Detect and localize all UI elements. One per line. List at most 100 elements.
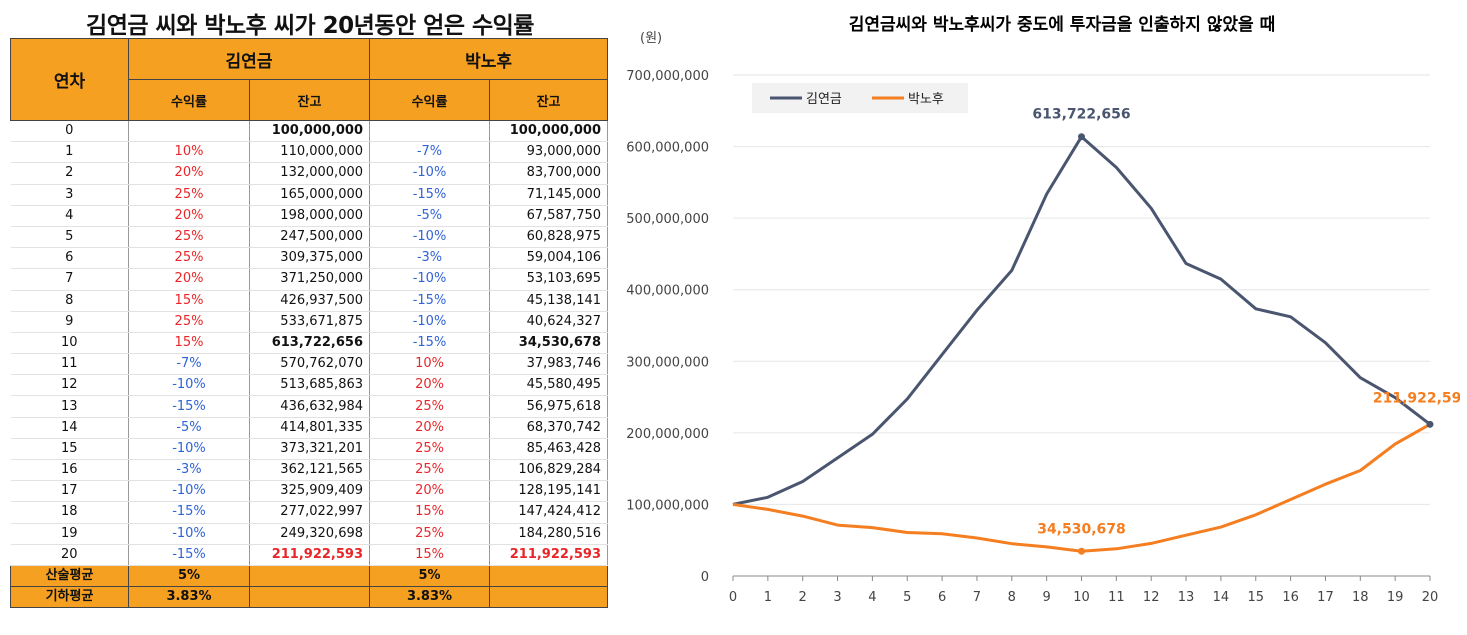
b-rate-cell: 20% xyxy=(369,480,491,503)
b-rate-cell: 25% xyxy=(369,438,491,461)
chart-title: 김연금씨와 박노후씨가 중도에 투자금을 인출하지 않았을 때 xyxy=(849,14,1276,35)
a-balance-cell: 198,000,000 xyxy=(249,205,371,227)
b-rate-cell xyxy=(369,120,491,143)
geo-mean-a-empty xyxy=(248,585,371,608)
b-rate-cell: -10% xyxy=(369,162,491,185)
a-balance-cell: 309,375,000 xyxy=(249,247,371,270)
a-balance-cell: 110,000,000 xyxy=(249,141,371,164)
x-tick-label: 15 xyxy=(1247,590,1264,605)
b-balance-cell: 60,828,975 xyxy=(489,226,609,249)
b-balance-cell: 45,580,495 xyxy=(489,374,609,397)
a-balance-cell: 247,500,000 xyxy=(249,226,371,249)
x-tick-label: 13 xyxy=(1178,590,1195,605)
b-balance-header: 잔고 xyxy=(489,79,609,121)
a-balance-cell: 132,000,000 xyxy=(249,162,371,185)
a-rate-cell: -10% xyxy=(128,480,250,503)
x-tick-label: 9 xyxy=(1043,590,1051,605)
b-balance-cell: 45,138,141 xyxy=(489,290,609,312)
geo-mean-b: 3.83% xyxy=(369,585,491,608)
a-balance-cell: 165,000,000 xyxy=(249,184,371,206)
a-rate-cell: 20% xyxy=(128,205,250,227)
arith-mean-row: 산술평균 5% 5% xyxy=(10,564,609,587)
b-rate-header: 수익률 xyxy=(369,79,491,121)
table-row: 10 15% 613,722,656 -15% 34,530,678 xyxy=(10,332,609,355)
arith-mean-b: 5% xyxy=(369,564,491,587)
b-balance-cell: 106,829,284 xyxy=(489,459,609,482)
data-label: 613,722,656 xyxy=(1032,107,1130,123)
a-balance-cell: 426,937,500 xyxy=(249,290,371,312)
b-balance-cell: 37,983,746 xyxy=(489,353,609,376)
y-tick-label: 100,000,000 xyxy=(626,498,709,513)
b-balance-cell: 53,103,695 xyxy=(489,268,609,291)
year-cell: 4 xyxy=(10,205,129,227)
table-row: 16 -3% 362,121,565 25% 106,829,284 xyxy=(10,459,609,482)
table-row: 12 -10% 513,685,863 20% 45,580,495 xyxy=(10,374,609,397)
a-rate-cell: -7% xyxy=(128,353,250,376)
y-tick-label: 600,000,000 xyxy=(626,141,709,156)
year-cell: 12 xyxy=(10,374,129,397)
b-balance-cell: 56,975,618 xyxy=(489,395,609,418)
year-cell: 13 xyxy=(10,395,129,418)
a-balance-cell: 513,685,863 xyxy=(249,374,371,397)
b-balance-cell: 34,530,678 xyxy=(489,332,609,355)
b-balance-cell: 147,424,412 xyxy=(489,501,609,524)
arith-mean-label: 산술평균 xyxy=(10,564,129,587)
b-rate-cell: 15% xyxy=(369,501,491,524)
a-rate-cell: 10% xyxy=(128,141,250,164)
a-rate-cell: -15% xyxy=(128,395,250,418)
b-rate-cell: 25% xyxy=(369,395,491,418)
y-tick-label: 500,000,000 xyxy=(626,212,709,227)
annotation-layer: 613,722,656 34,530,678 211,922,593 xyxy=(1032,107,1460,555)
table-row: 3 25% 165,000,000 -15% 71,145,000 xyxy=(10,184,609,206)
year-cell: 6 xyxy=(10,247,129,270)
b-rate-cell: 25% xyxy=(369,523,491,545)
table-row: 5 25% 247,500,000 -10% 60,828,975 xyxy=(10,226,609,249)
table-row: 20 -15% 211,922,593 15% 211,922,593 xyxy=(10,544,609,566)
year-cell: 19 xyxy=(10,523,129,545)
b-balance-cell: 184,280,516 xyxy=(489,523,609,545)
x-tick-label: 17 xyxy=(1317,590,1334,605)
year-cell: 1 xyxy=(10,141,129,164)
x-tick-label: 18 xyxy=(1352,590,1369,605)
b-balance-cell: 67,587,750 xyxy=(489,205,609,227)
x-tick-label: 14 xyxy=(1213,590,1230,605)
a-balance-header: 잔고 xyxy=(248,79,371,121)
legend-label-a: 김연금 xyxy=(806,92,842,107)
table-body: 0 100,000,000 100,000,000 1 10% 110,000,000 -7… xyxy=(10,120,609,566)
b-balance-cell: 93,000,000 xyxy=(489,141,609,164)
year-cell: 11 xyxy=(10,353,129,376)
annotation-marker xyxy=(1426,420,1434,428)
returns-table-container: 연차 김연금 박노후 수익률 잔고 수익률 잔고 0 100,000,000 100… xyxy=(10,38,609,608)
person-b-header: 박노후 xyxy=(369,38,609,80)
series-line-a xyxy=(732,135,1431,506)
table-title: 김연금 씨와 박노후 씨가 20년동안 얻은 수익률 xyxy=(86,13,534,39)
a-rate-cell: 20% xyxy=(128,162,250,185)
b-balance-cell: 83,700,000 xyxy=(489,162,609,185)
b-balance-cell: 68,370,742 xyxy=(489,417,609,439)
y-tick-label: 300,000,000 xyxy=(626,355,709,370)
x-tick-label: 8 xyxy=(1008,590,1016,605)
a-balance-cell: 249,320,698 xyxy=(249,523,371,545)
a-rate-cell: -15% xyxy=(128,501,250,524)
table-row: 15 -10% 373,321,201 25% 85,463,428 xyxy=(10,438,609,461)
table-row: 14 -5% 414,801,335 20% 68,370,742 xyxy=(10,417,609,439)
x-tick-label: 7 xyxy=(973,590,981,605)
legend-label-b: 박노후 xyxy=(908,92,944,107)
b-rate-cell: -15% xyxy=(369,332,491,355)
y-tick-label: 200,000,000 xyxy=(626,427,709,442)
a-rate-cell xyxy=(128,120,250,143)
x-tick-label: 10 xyxy=(1073,590,1090,605)
b-balance-cell: 40,624,327 xyxy=(489,311,609,333)
a-rate-cell: -5% xyxy=(128,417,250,439)
arith-mean-a: 5% xyxy=(128,564,250,587)
year-cell: 18 xyxy=(10,501,129,524)
year-cell: 15 xyxy=(10,438,129,461)
table-row: 7 20% 371,250,000 -10% 53,103,695 xyxy=(10,268,609,291)
table-row: 1 10% 110,000,000 -7% 93,000,000 xyxy=(10,141,609,164)
year-header: 연차 xyxy=(10,38,129,121)
a-rate-cell: -3% xyxy=(128,459,250,482)
year-cell: 10 xyxy=(10,332,129,355)
annotation-marker xyxy=(1078,133,1085,141)
b-rate-cell: 15% xyxy=(369,544,491,566)
